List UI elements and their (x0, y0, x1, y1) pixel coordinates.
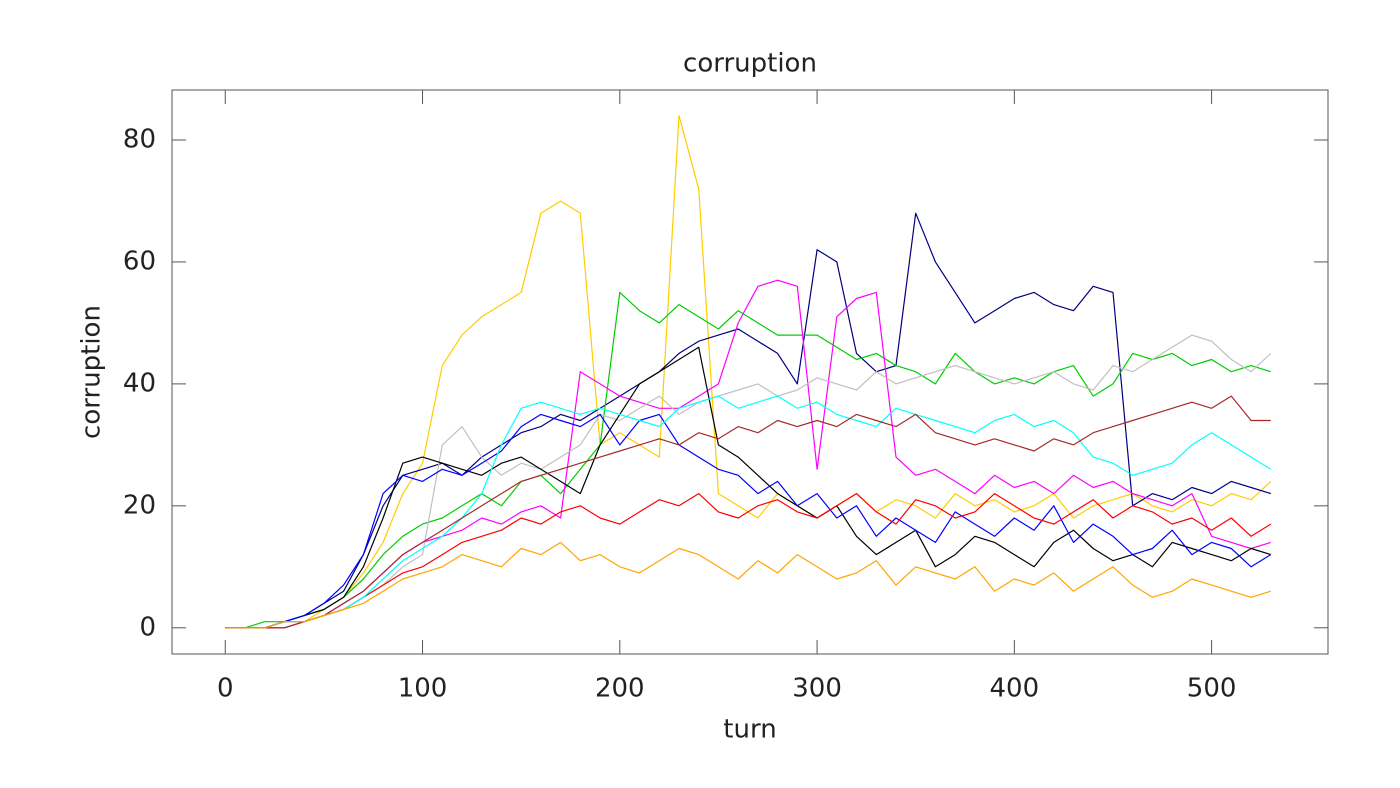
y-tick-label: 60 (123, 246, 156, 276)
y-tick-label: 0 (139, 612, 156, 642)
series-line (225, 291, 1271, 629)
chart-title: corruption (683, 49, 817, 79)
x-tick-label: 300 (792, 674, 842, 704)
series-line (225, 346, 1271, 629)
x-tick-label: 0 (217, 674, 234, 704)
series-line (225, 115, 1272, 629)
series-line (225, 493, 1272, 629)
plot-frame (171, 89, 1329, 655)
x-tick-label: 400 (990, 674, 1040, 704)
series-line (225, 395, 1272, 629)
series-line (225, 413, 1272, 629)
series-line (225, 395, 1271, 629)
y-tick-label: 80 (123, 124, 156, 154)
y-tick-label: 20 (123, 490, 156, 520)
series-line (225, 334, 1272, 629)
x-axis-label: turn (723, 715, 776, 745)
series-line (225, 212, 1271, 629)
x-tick-label: 500 (1187, 674, 1237, 704)
y-tick-label: 40 (123, 368, 156, 398)
x-tick-label: 200 (595, 674, 645, 704)
series-line (225, 279, 1271, 629)
y-axis-label: corruption (77, 305, 107, 439)
x-tick-label: 100 (398, 674, 448, 704)
series-line (225, 541, 1271, 629)
